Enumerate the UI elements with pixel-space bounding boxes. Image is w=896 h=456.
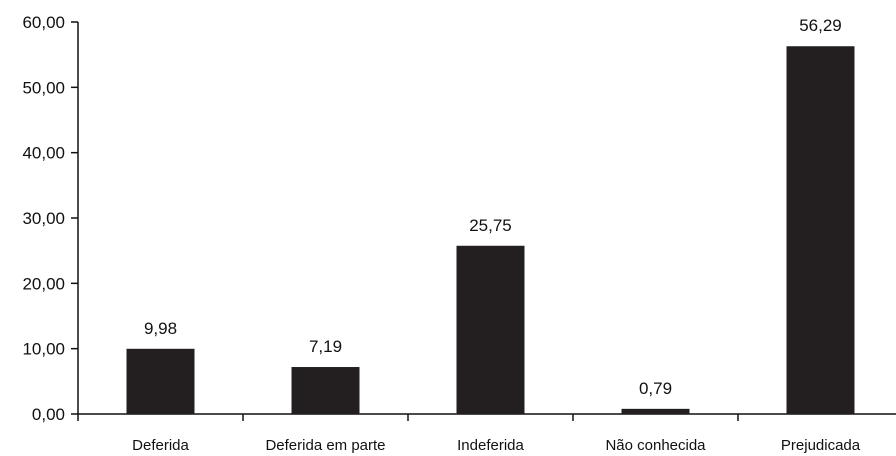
data-label: 9,98: [144, 319, 177, 338]
bar: [126, 348, 195, 414]
y-tick-label: 10,00: [22, 340, 65, 359]
x-tick-label: Deferida: [132, 437, 189, 454]
data-label: 0,79: [639, 379, 672, 398]
data-label: 7,19: [309, 337, 342, 356]
bar: [456, 245, 525, 414]
data-label: 56,29: [799, 16, 842, 35]
x-tick-label: Deferida em parte: [265, 437, 385, 454]
y-tick-label: 0,00: [32, 405, 65, 424]
labels: 0,00 10,00 20,00 30,00 40,00 50,00 60,00 9,98 De…: [22, 13, 860, 454]
x-tick-label: Prejudicada: [781, 437, 861, 454]
y-tick-label: 20,00: [22, 274, 65, 293]
bar: [621, 408, 690, 414]
y-tick-label: 60,00: [22, 13, 65, 32]
x-tick-label: Não conhecida: [605, 437, 706, 454]
y-tick-label: 40,00: [22, 144, 65, 163]
bar: [786, 46, 855, 414]
x-tick-label: Indeferida: [457, 437, 524, 454]
bars: [126, 46, 855, 414]
data-label: 25,75: [469, 216, 512, 235]
y-tick-label: 30,00: [22, 209, 65, 228]
y-tick-label: 50,00: [22, 78, 65, 97]
bar: [291, 367, 360, 414]
